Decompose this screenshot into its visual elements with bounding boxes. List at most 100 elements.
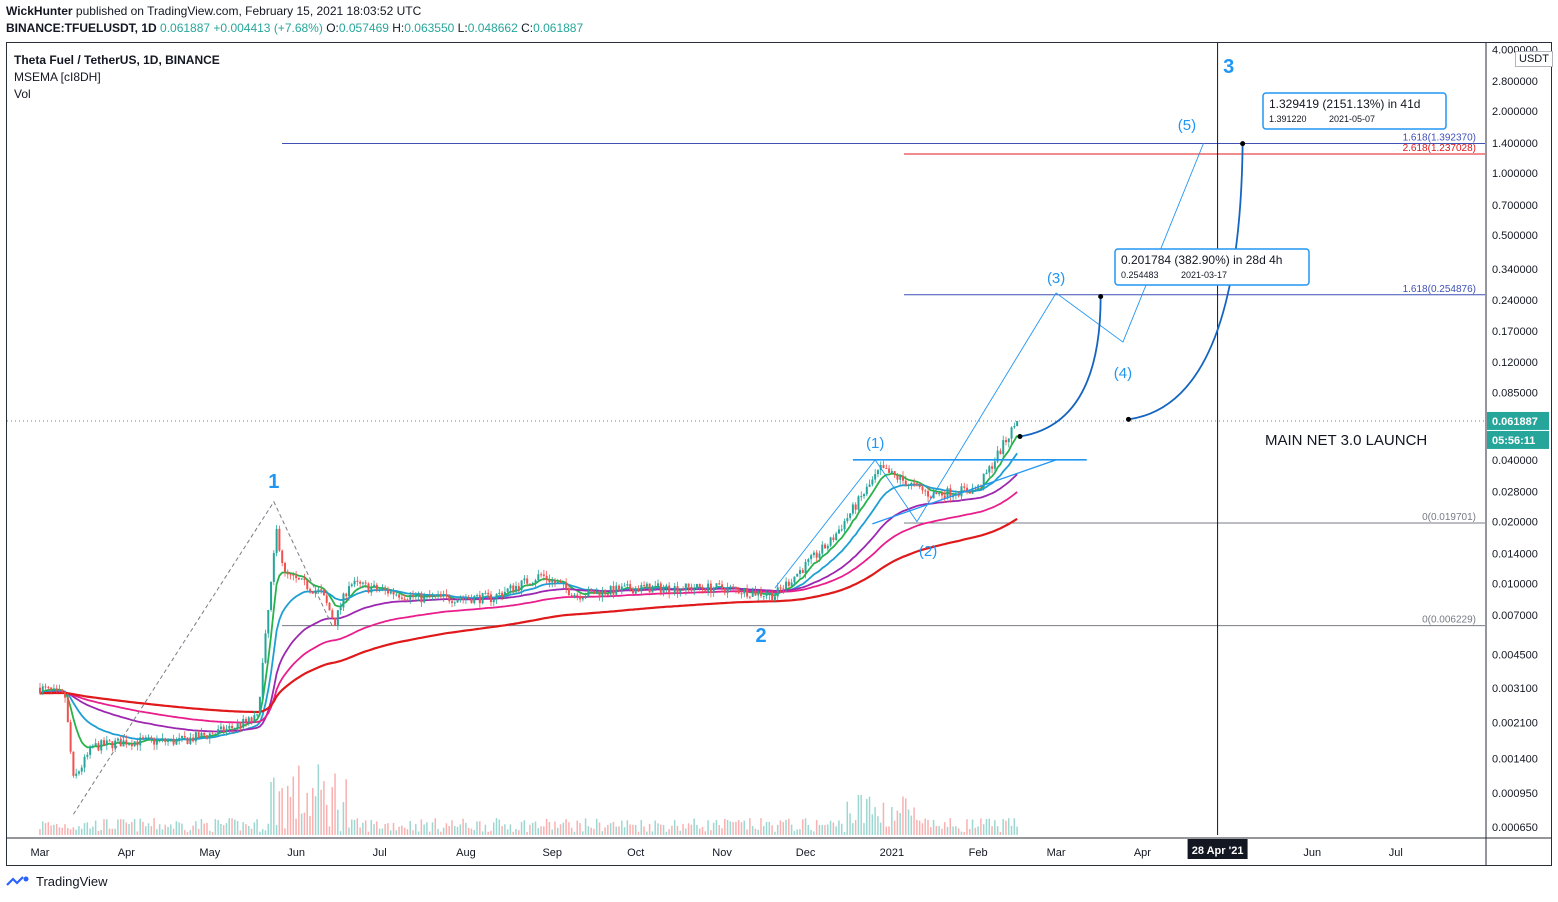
- candle-body: [286, 571, 289, 575]
- volume-bar: [398, 826, 400, 835]
- volume-bar: [473, 830, 475, 835]
- volume-bar: [356, 818, 359, 835]
- candle-body: [501, 592, 504, 597]
- volume-bar: [612, 821, 615, 835]
- price-tick-label: 0.004500: [1492, 650, 1538, 662]
- volume-bar: [509, 824, 512, 835]
- open-label: O:: [326, 21, 339, 35]
- candle-body: [456, 599, 459, 603]
- candle-body: [910, 482, 913, 485]
- volume-bar: [554, 821, 556, 835]
- volume-bar: [220, 823, 222, 835]
- candle-body: [876, 470, 879, 475]
- time-tick-label: Aug: [456, 847, 476, 859]
- volume-bar: [796, 829, 798, 835]
- volume-bar: [231, 818, 233, 835]
- candle-body: [534, 580, 537, 583]
- volume-bar: [172, 828, 175, 835]
- volume-bar: [974, 827, 977, 835]
- volume-bar: [930, 827, 932, 835]
- candle-body: [540, 574, 543, 576]
- candle-body: [807, 559, 810, 562]
- candle-body: [690, 586, 693, 591]
- time-tick-label: May: [199, 847, 220, 859]
- candle-body: [451, 601, 454, 603]
- candle-body: [503, 591, 506, 597]
- high-label: H:: [392, 21, 405, 35]
- volume-bar: [668, 829, 670, 835]
- candle-body: [206, 735, 209, 739]
- open-value: 0.057469: [338, 21, 389, 35]
- candle-body: [236, 723, 239, 728]
- candle-body: [595, 591, 598, 595]
- candle-body: [584, 596, 587, 599]
- volume-bar: [381, 828, 384, 835]
- candle-body: [885, 467, 888, 469]
- candle-body: [331, 610, 334, 618]
- publisher-name[interactable]: WickHunter: [6, 4, 73, 18]
- candle-body: [189, 737, 192, 744]
- footer-brand[interactable]: TradingView: [6, 874, 108, 889]
- volume-bar: [401, 825, 403, 835]
- legend-indicator[interactable]: MSEMA [cI8DH]: [14, 70, 101, 84]
- candle-body: [793, 576, 796, 583]
- volume-bar: [175, 821, 178, 835]
- volume-bar: [384, 824, 386, 835]
- price-tick-label: 2.800000: [1492, 76, 1538, 88]
- candle-body: [136, 741, 139, 746]
- price-tick-label: 0.028000: [1492, 487, 1538, 499]
- volume-bar: [660, 824, 662, 835]
- volume-bar: [64, 824, 66, 835]
- volume-bar: [785, 819, 787, 835]
- candle-body: [77, 771, 80, 774]
- volume-bar: [921, 823, 924, 835]
- volume-bar: [977, 826, 979, 835]
- candle-body: [309, 589, 312, 592]
- currency-label[interactable]: USDT: [1515, 51, 1553, 67]
- volume-bar: [557, 827, 559, 835]
- volume-bar: [295, 818, 297, 835]
- candle-body: [473, 596, 476, 604]
- chart-area[interactable]: [6, 42, 1552, 866]
- candle-body: [606, 594, 609, 596]
- candle-body: [278, 528, 281, 551]
- volume-bar: [353, 819, 356, 835]
- volume-bar: [195, 821, 197, 835]
- candle-body: [1007, 438, 1010, 443]
- volume-bar: [648, 823, 651, 835]
- candle-body: [570, 595, 573, 597]
- volume-bar: [793, 831, 796, 835]
- volume-bar: [470, 828, 473, 835]
- volume-bar: [80, 828, 83, 835]
- volume-bar: [303, 812, 306, 835]
- candle-body: [751, 590, 754, 597]
- candle-body: [971, 487, 974, 494]
- candle-body: [297, 578, 300, 580]
- candle-body: [423, 595, 426, 603]
- candle-body: [275, 528, 278, 554]
- volume-bar: [183, 830, 186, 835]
- volume-bar: [710, 830, 712, 835]
- volume-bar: [551, 829, 553, 835]
- candle-body: [256, 714, 259, 716]
- volume-bar: [768, 821, 771, 835]
- fib-level-label: 0(0.019701): [1422, 512, 1476, 523]
- candle-body: [620, 586, 623, 591]
- candle-body: [918, 483, 921, 487]
- legend-title[interactable]: Theta Fuel / TetherUS, 1D, BINANCE: [14, 53, 220, 67]
- candle-body: [915, 483, 918, 485]
- legend-volume[interactable]: Vol: [14, 87, 31, 101]
- volume-bar: [924, 818, 926, 835]
- volume-bar: [749, 818, 751, 835]
- candle-body: [139, 737, 142, 746]
- candle-body: [907, 484, 910, 486]
- low-value: 0.048662: [467, 21, 518, 35]
- candle-body: [590, 589, 593, 592]
- volume-bar: [949, 818, 952, 835]
- volume-bar: [579, 823, 581, 835]
- volume-bar: [665, 831, 668, 835]
- volume-bar: [320, 789, 322, 835]
- time-tick-label: Dec: [796, 847, 816, 859]
- candle-body: [645, 583, 648, 587]
